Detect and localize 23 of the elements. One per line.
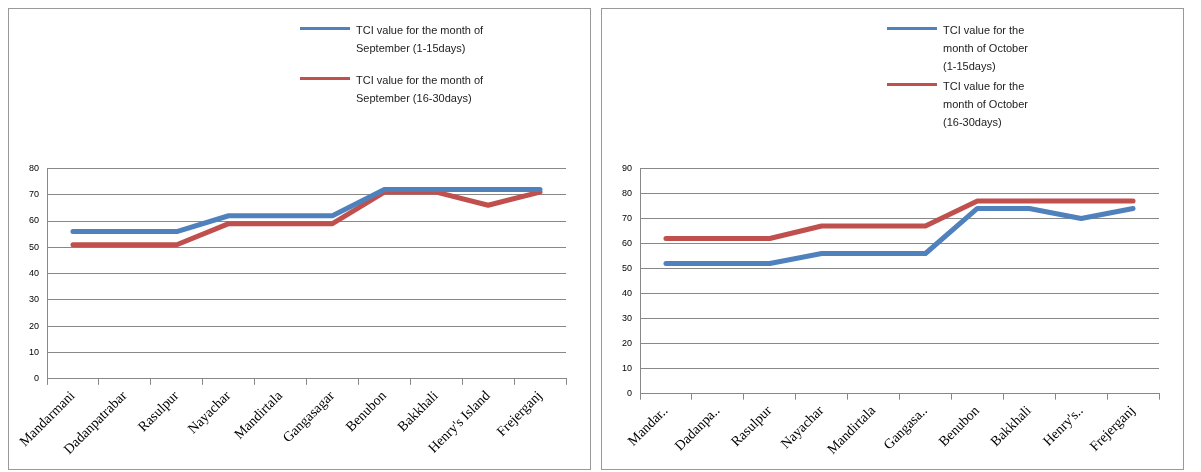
y-tick-label: 40 [29,268,40,279]
y-tick-label: 20 [622,338,633,349]
y-tick-label: 60 [29,215,40,226]
legend-label: TCI value for the month of October (1-15days) [943,23,1029,74]
y-tick-label: 30 [29,294,40,305]
y-tick-label: 70 [622,212,633,223]
y-tick-label: 20 [29,320,40,331]
legend-label: TCI value for the month of October (16-30days) [943,79,1029,130]
y-tick-label: 80 [29,162,40,173]
y-tick-label: 0 [627,388,633,399]
y-tick-label: 50 [622,263,633,274]
y-tick-label: 30 [622,313,633,324]
y-tick-label: 50 [29,241,40,252]
y-tick-label: 80 [622,187,633,198]
y-tick-label: 10 [29,347,40,358]
y-tick-label: 70 [29,189,40,200]
legend-label: TCI value for the month of September (1-15days) [356,23,485,56]
y-tick-label: 40 [622,288,633,299]
y-tick-label: 60 [622,237,633,248]
legend-label: TCI value for the month of September (16-30days) [356,73,485,106]
y-tick-label: 90 [622,162,633,173]
y-tick-label: 0 [34,373,40,384]
y-tick-label: 10 [622,363,633,374]
